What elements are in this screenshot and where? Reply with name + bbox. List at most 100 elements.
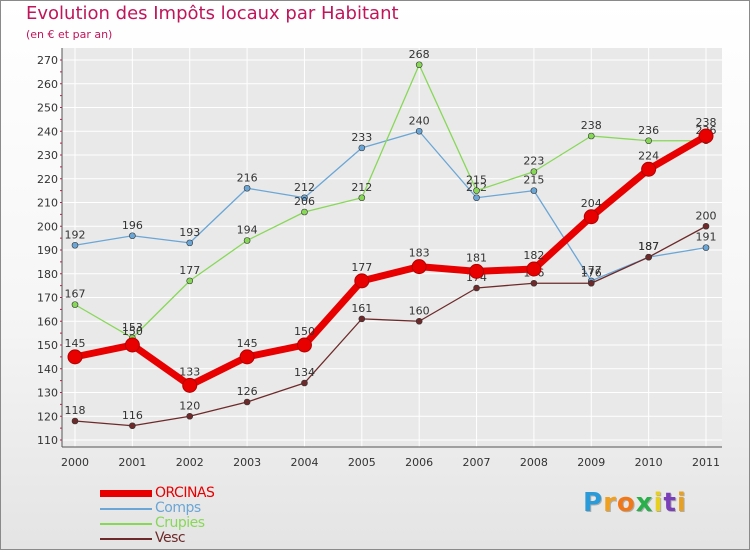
data-point-comps [301,194,308,202]
y-tick-label: 170 [37,292,58,305]
x-tick-label: 2005 [348,456,376,469]
data-point-comps [702,244,710,251]
data-point-comps [473,194,480,202]
data-label-comps: 191 [696,231,717,244]
data-label-comps: 187 [638,240,659,253]
data-point-comps [71,241,79,249]
data-point-orcinas [411,259,427,275]
data-label-crupies: 223 [523,155,544,168]
series-line-comps [74,130,707,282]
data-point-vesc [587,279,595,287]
data-label-vesc: 160 [409,304,430,317]
data-point-comps [243,184,251,192]
data-point-comps [358,144,366,152]
data-point-orcinas [67,349,83,365]
legend-label: Crupies [155,515,205,531]
y-tick-label: 150 [37,339,58,352]
data-point-vesc [186,412,194,420]
data-label-orcinas: 224 [638,149,659,162]
data-label-comps: 177 [581,264,602,277]
logo-letter: t [663,488,677,518]
y-tick-label: 130 [37,387,58,400]
data-label-orcinas: 181 [466,251,487,264]
data-point-orcinas [124,337,140,353]
data-label-crupies: 212 [351,181,372,194]
y-tick-label: 200 [37,220,58,233]
data-point-orcinas [526,261,542,277]
data-label-comps: 196 [122,219,143,232]
chart-legend: ORCINAS Comps Crupies Vesc [100,485,300,546]
data-label-crupies: 236 [638,124,659,137]
chart-title: Evolution des Impôts locaux par Habitant [26,3,399,24]
data-label-orcinas: 133 [179,365,200,378]
data-label-orcinas: 177 [351,261,372,274]
data-point-crupies [301,208,308,216]
x-tick-label: 2000 [61,456,89,469]
logo-letter: o [616,488,636,518]
data-label-orcinas: 150 [122,325,143,338]
logo-letter: i [653,488,664,518]
data-label-orcinas: 145 [65,337,86,350]
data-point-vesc [243,398,251,406]
data-label-orcinas: 238 [696,116,717,129]
data-point-crupies [530,168,538,175]
data-label-vesc: 161 [351,302,372,315]
logo-letter: P [583,488,604,518]
data-label-comps: 212 [466,181,487,194]
data-point-orcinas [641,161,657,177]
data-point-vesc [702,222,710,230]
data-point-orcinas [583,209,599,225]
data-point-orcinas [354,273,370,289]
data-point-vesc [530,279,538,287]
data-label-crupies: 194 [237,224,258,237]
x-tick-label: 2007 [463,456,491,469]
data-label-vesc: 187 [638,240,659,253]
y-tick-label: 160 [37,315,58,328]
y-tick-label: 230 [37,149,58,162]
data-label-crupies: 268 [409,48,430,61]
data-label-orcinas: 150 [294,325,315,338]
legend-item-comps: Comps [100,500,300,516]
data-label-vesc: 176 [581,266,602,279]
logo-letter: r [603,488,617,518]
y-tick-label: 270 [37,54,58,67]
data-point-orcinas [296,337,312,353]
data-label-crupies: 206 [294,195,315,208]
data-label-comps: 192 [65,228,86,241]
data-label-comps: 240 [409,114,430,127]
data-point-crupies [243,237,251,244]
data-label-crupies: 167 [65,288,86,301]
legend-swatch [100,490,152,497]
x-tick-label: 2001 [118,456,146,469]
legend-swatch [100,523,152,525]
x-tick-label: 2004 [290,456,318,469]
data-point-vesc [358,315,366,323]
y-tick-label: 260 [37,78,58,91]
x-tick-label: 2008 [520,456,548,469]
data-point-crupies [186,277,194,285]
legend-item-orcinas: ORCINAS [100,485,300,501]
data-label-vesc: 200 [696,209,717,222]
chart-subtitle: (en € et par an) [26,28,113,41]
data-point-vesc [415,317,423,325]
y-tick-label: 220 [37,173,58,186]
data-point-crupies [473,187,480,194]
data-point-crupies [645,137,652,145]
data-point-orcinas [698,128,714,144]
x-tick-label: 2002 [176,456,204,469]
legend-label: Comps [155,500,201,516]
x-tick-label: 2006 [405,456,433,469]
x-tick-label: 2009 [577,456,605,469]
series-line-orcinas [74,132,708,389]
data-label-crupies: 238 [581,119,602,132]
data-point-vesc [301,379,308,387]
series-line-vesc [74,225,707,427]
data-label-comps: 193 [179,226,200,239]
y-tick-label: 210 [37,197,58,210]
y-tick-label: 250 [37,102,58,115]
legend-label: ORCINAS [155,485,215,501]
proxiti-logo: Proxiti [583,488,687,518]
legend-swatch [100,538,152,540]
data-point-orcinas [469,263,485,279]
